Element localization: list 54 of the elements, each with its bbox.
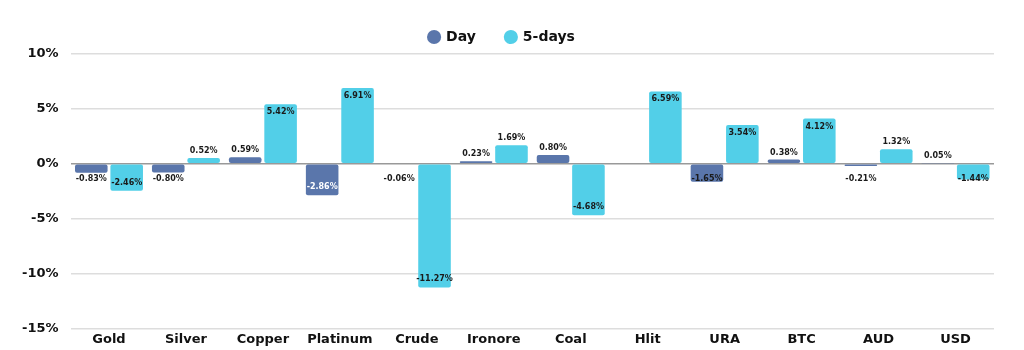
bar: [572, 164, 605, 216]
data-label: 5.42%: [266, 107, 295, 117]
y-tick-label: 0%: [36, 155, 59, 171]
x-tick-label: Ironore: [466, 330, 521, 346]
data-label: -1.65%: [691, 173, 723, 183]
data-label: -2.86%: [306, 182, 338, 192]
data-label: 3.54%: [728, 127, 757, 137]
data-label: 0.80%: [539, 142, 567, 152]
data-label: 1.69%: [497, 133, 526, 143]
y-tick-label: -5%: [31, 210, 59, 226]
data-label: 0.23%: [462, 149, 490, 159]
bar: [187, 158, 220, 164]
data-label: 0.38%: [770, 147, 798, 157]
data-label: -4.68%: [572, 202, 604, 212]
bar: [495, 145, 528, 164]
y-tick-label: 5%: [36, 100, 59, 116]
data-label: -0.06%: [383, 173, 415, 183]
data-label: -2.46%: [111, 177, 143, 187]
data-label: 0.05%: [923, 151, 952, 161]
y-tick-label: -10%: [22, 264, 59, 280]
x-tick-label: USD: [940, 330, 972, 346]
y-tick-label: -15%: [22, 319, 59, 335]
data-label: 0.52%: [189, 146, 218, 156]
bar: [803, 118, 836, 164]
bar: [536, 154, 570, 164]
x-tick-label: Crude: [395, 330, 439, 346]
data-label: 6.59%: [651, 94, 680, 104]
bar: [151, 164, 185, 173]
data-label: 0.59%: [231, 145, 260, 155]
y-tick-label: 10%: [27, 45, 59, 61]
x-tick-label: BTC: [787, 330, 816, 346]
x-tick-label: Hlit: [634, 330, 661, 346]
data-label: -0.80%: [152, 173, 184, 183]
bar: [341, 87, 374, 164]
x-tick-label: URA: [709, 330, 740, 346]
data-label: 6.91%: [343, 90, 372, 100]
bar: [418, 164, 451, 288]
data-label: 4.12%: [805, 121, 834, 131]
data-label: -0.21%: [845, 173, 877, 183]
x-tick-label: Gold: [92, 330, 126, 346]
bar: [264, 104, 297, 164]
legend-label: 5-days: [522, 27, 575, 44]
data-label: -0.83%: [75, 173, 107, 183]
bar: [228, 157, 262, 164]
data-label: 1.32%: [882, 137, 911, 147]
legend-label: Day: [446, 27, 476, 44]
x-tick-label: Coal: [554, 330, 587, 346]
x-tick-label: Copper: [236, 330, 290, 346]
bar: [75, 164, 108, 173]
bar: [879, 149, 913, 164]
x-tick-label: Silver: [164, 330, 208, 346]
x-tick-label: AUD: [863, 330, 895, 346]
bar: [649, 91, 682, 164]
x-tick-label: Platinum: [307, 330, 373, 346]
